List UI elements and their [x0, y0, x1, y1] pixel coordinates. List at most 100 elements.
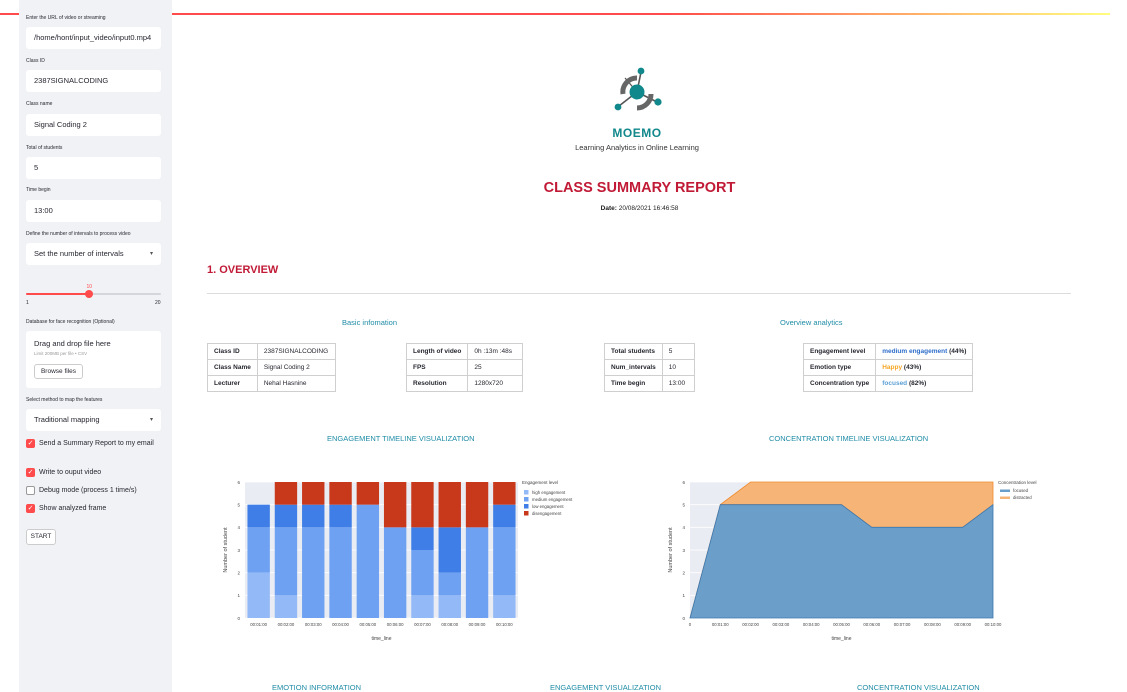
report-date: Date: 20/08/2021 16:46:58: [472, 205, 807, 212]
bar-segment: [438, 527, 461, 573]
bar-segment: [329, 482, 352, 505]
bar-segment: [247, 572, 270, 618]
checkbox-write-video[interactable]: ✓ Write to ouput video: [26, 468, 171, 478]
bar-segment: [329, 504, 352, 528]
chevron-down-icon: ▾: [149, 251, 153, 257]
url-label: Enter the URL of video or streaming: [26, 15, 106, 21]
y-tick-label: 5: [682, 502, 685, 507]
y-tick-label: 4: [682, 525, 685, 530]
bar-segment: [247, 527, 270, 573]
bar-segment: [411, 527, 434, 550]
bar-segment: [247, 504, 270, 528]
bar-segment: [438, 482, 461, 528]
file-uploader[interactable]: Drag and drop file here Limit 200MB per …: [26, 331, 161, 388]
table-key: Class ID: [207, 343, 258, 360]
bar-segment: [383, 482, 407, 528]
moemo-logo-icon: [614, 67, 662, 111]
y-tick-label: 1: [237, 593, 240, 598]
brand-name: MOEMO: [612, 126, 662, 140]
x-tick-label: 00:01:00: [250, 622, 267, 627]
overview-section-title: 1. OVERVIEW: [207, 264, 279, 276]
concentration-vis-heading: CONCENTRATION VISUALIZATION: [857, 683, 980, 692]
checkbox-send-report[interactable]: ✓ Send a Summary Report to my email: [26, 439, 171, 449]
engagement-timeline-chart: 0 1 2 3 4 5 6 Number of student time_line 00:01:0…: [223, 480, 573, 642]
table-row: Resolution 1280x720: [405, 375, 524, 392]
checkbox-checked-icon: ✓: [26, 504, 35, 513]
legend-swatch: [524, 497, 529, 502]
slider-min: 1: [26, 300, 29, 306]
start-button[interactable]: START: [26, 529, 56, 545]
basic-info-heading: Basic infomation: [342, 318, 398, 327]
bar-segment: [465, 482, 489, 528]
table-row: Num_intervals 10: [604, 359, 695, 376]
url-input[interactable]: /home/hont/input_video/input0.mp4: [26, 27, 161, 49]
browse-files-button[interactable]: Browse files: [34, 364, 83, 379]
y-tick-label: 1: [682, 593, 685, 598]
map-method-label: Select method to map the features: [26, 397, 103, 403]
legend-swatch: [1000, 496, 1010, 499]
basic-info-table-1: Class ID 2387SIGNALCODING Class Name Signa…: [207, 343, 336, 392]
table-key: Concentration type: [802, 375, 877, 392]
concentration-pct: (82%): [908, 380, 927, 387]
x-tick-label: 00:04:00: [803, 622, 820, 627]
x-tick-label: 00:03:00: [773, 622, 790, 627]
table-row: Concentration type focused (82%): [802, 375, 974, 392]
x-tick-label: 00:09:00: [469, 622, 486, 627]
legend-swatch: [524, 511, 529, 516]
checkbox-checked-icon: ✓: [26, 468, 35, 477]
bar-segment: [465, 527, 489, 618]
concentration-timeline-heading: CONCENTRATION TIMELINE VISUALIZATION: [769, 434, 929, 443]
overview-analytics-heading: Overview analytics: [780, 318, 843, 327]
table-key: Resolution: [405, 375, 469, 392]
checkbox-show-frame[interactable]: ✓ Show analyzed frame: [26, 504, 171, 514]
bar-segment: [274, 527, 298, 596]
series-area-focused: [689, 503, 994, 619]
table-value: 0h :13m :48s: [467, 343, 524, 360]
x-tick-label: 0: [689, 622, 692, 627]
table-value: Signal Coding 2: [256, 359, 336, 376]
intervals-select[interactable]: Set the number of intervals ▾: [26, 243, 161, 265]
table-value: focused (82%): [875, 375, 974, 392]
slider-thumb[interactable]: [85, 290, 94, 298]
uploader-title: Drag and drop file here: [34, 339, 111, 348]
engagement-timeline-heading: ENGAGEMENT TIMELINE VISUALIZATION: [327, 434, 475, 443]
basic-info-table-3: Total students 5 Num_intervals 10 Time beg…: [604, 343, 695, 392]
total-students-input[interactable]: 5: [26, 157, 161, 179]
bar-segment: [356, 504, 380, 618]
engagement-pct: (44%): [949, 348, 967, 355]
checkbox-debug-mode[interactable]: Debug mode (process 1 time/s): [26, 486, 171, 496]
table-key: Length of video: [405, 343, 469, 360]
report-title: CLASS SUMMARY REPORT: [543, 180, 736, 196]
class-id-input[interactable]: 2387SIGNALCODING: [26, 70, 161, 92]
slider-fill: [26, 293, 90, 295]
x-tick-label: 00:02:00: [742, 622, 759, 627]
checkbox-label: Send a Summary Report to my email: [39, 440, 154, 447]
y-tick-label: 6: [237, 480, 240, 485]
table-value: Nehal Hasnine: [256, 375, 336, 392]
table-value: 25: [467, 359, 524, 376]
legend-label: focused: [1013, 488, 1029, 493]
y-tick-label: 3: [682, 548, 685, 553]
x-tick-label: 00:07:00: [414, 622, 431, 627]
emotion-pct: (43%): [903, 364, 922, 371]
concentration-value: focused: [882, 380, 908, 387]
class-name-input[interactable]: Signal Coding 2: [26, 114, 161, 136]
x-tick-label: 00:04:00: [332, 622, 349, 627]
table-row: Class Name Signal Coding 2: [207, 359, 336, 376]
y-tick-label: 2: [237, 570, 240, 575]
y-tick-label: 5: [237, 502, 240, 507]
intervals-slider[interactable]: [26, 290, 161, 298]
bar-segment: [274, 504, 298, 528]
table-key: Engagement level: [802, 343, 877, 360]
legend-title: Concentration level: [998, 480, 1037, 485]
bar-segment: [302, 527, 325, 618]
intervals-label: Define the number of intervals to proces…: [26, 231, 131, 237]
legend-label: low engagement: [532, 504, 564, 509]
legend-label: distracted: [1013, 495, 1032, 500]
y-tick-label: 0: [682, 616, 685, 621]
legend-title: Engagement level: [522, 480, 558, 485]
time-begin-input[interactable]: 13:00: [26, 200, 161, 222]
table-key: Total students: [604, 343, 663, 360]
map-method-select[interactable]: Traditional mapping ▾: [26, 409, 161, 431]
emotion-value: Happy: [882, 364, 903, 371]
